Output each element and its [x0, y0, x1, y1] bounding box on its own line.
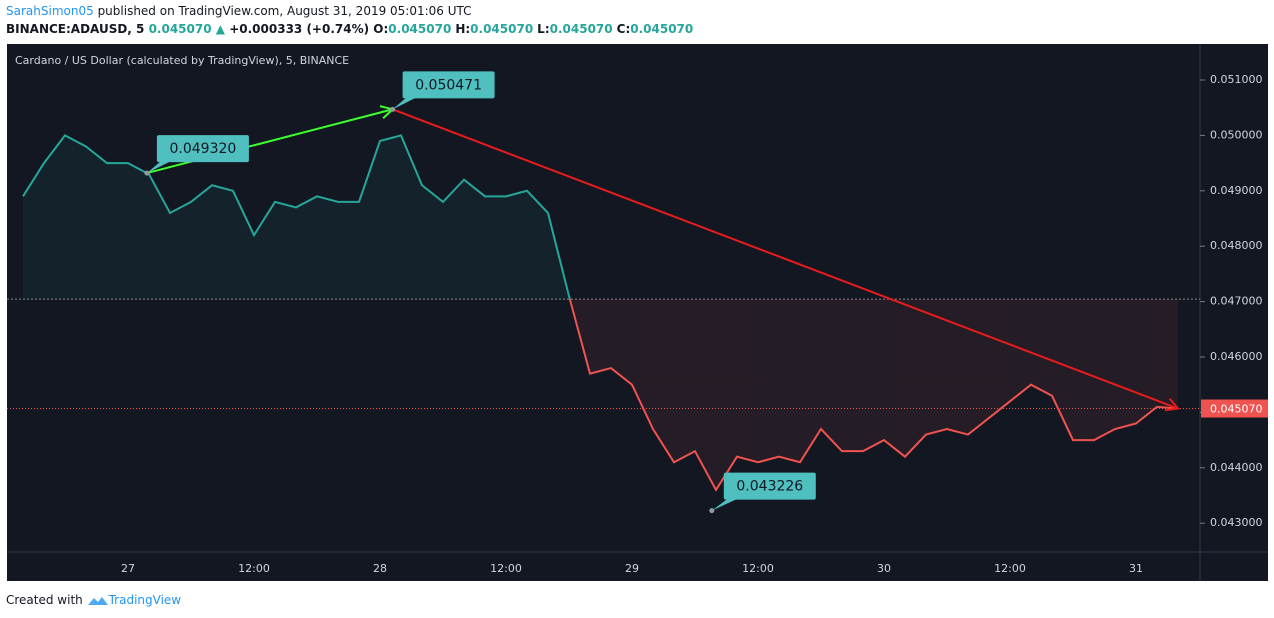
ohlc-key: O: — [373, 22, 389, 36]
x-tick-label: 30 — [877, 562, 891, 575]
callout-pointer — [392, 97, 417, 110]
change-arrow: ▲ — [215, 22, 226, 36]
symbol: BINANCE:ADAUSD, 5 — [6, 22, 145, 36]
trend-line — [392, 108, 1179, 410]
callout-pointer — [711, 498, 738, 511]
callout-pointer — [146, 161, 171, 174]
ohlc: O:0.045070 H:0.045070 L:0.045070 C:0.045070 — [373, 22, 697, 36]
ohlc-value: 0.045070 — [388, 22, 452, 36]
price-line — [22, 134, 1179, 492]
chart-title: Cardano / US Dollar (calculated by Tradi… — [15, 54, 349, 67]
ohlc-value: 0.045070 — [549, 22, 613, 36]
callout-point — [144, 170, 150, 176]
ohlc-key: L: — [537, 22, 550, 36]
callout-point — [709, 508, 715, 514]
callout-box — [723, 472, 816, 500]
baseline-area — [23, 135, 1178, 490]
x-tick-label: 31 — [1129, 562, 1143, 575]
brand[interactable]: TradingView — [108, 593, 182, 607]
change: +0.000333 (+0.74%) — [229, 22, 370, 36]
y-tick-label: 0.044000 — [1210, 461, 1263, 474]
y-tick-label: 0.050000 — [1210, 128, 1263, 141]
published: published on TradingView.com, August 31,… — [97, 4, 472, 18]
callout-box — [156, 135, 249, 163]
callout-box — [402, 71, 495, 99]
x-tick-label: 27 — [121, 562, 135, 575]
x-tick-label: 12:00 — [994, 562, 1026, 575]
ohlc-key: H: — [455, 22, 471, 36]
x-tick-label: 12:00 — [238, 562, 270, 575]
last-price-tag — [1201, 399, 1268, 418]
author[interactable]: SarahSimon05 — [6, 4, 94, 18]
x-tick-label: 12:00 — [490, 562, 522, 575]
x-tick-label: 29 — [625, 562, 639, 575]
y-tick-label: 0.046000 — [1210, 350, 1263, 363]
ohlc-value: 0.045070 — [630, 22, 694, 36]
callout-point — [390, 106, 396, 112]
trend-line — [146, 108, 393, 175]
logo — [87, 596, 108, 605]
y-tick-label: 0.048000 — [1210, 239, 1263, 252]
x-tick-label: 12:00 — [742, 562, 774, 575]
header-line-2: BINANCE:ADAUSD, 5 0.045070 ▲ +0.000333 (… — [6, 22, 697, 36]
callout-label: 0.049320 — [169, 141, 236, 157]
created: Created with — [6, 593, 83, 607]
callout-label: 0.050471 — [415, 77, 482, 93]
header-line-1: SarahSimon05 published on TradingView.co… — [6, 4, 472, 18]
last-price-label: 0.045070 — [1210, 403, 1263, 416]
callout-label: 0.043226 — [736, 479, 803, 495]
price: 0.045070 — [148, 22, 212, 36]
ohlc-value: 0.045070 — [470, 22, 534, 36]
x-tick-label: 28 — [373, 562, 387, 575]
y-tick-label: 0.047000 — [1210, 295, 1263, 308]
ohlc-key: C: — [616, 22, 631, 36]
y-tick-label: 0.051000 — [1210, 73, 1263, 86]
y-tick-label: 0.043000 — [1210, 516, 1263, 529]
y-tick-label: 0.049000 — [1210, 184, 1263, 197]
footer: Created with TradingView — [6, 593, 181, 607]
arrow-head — [1164, 397, 1180, 412]
